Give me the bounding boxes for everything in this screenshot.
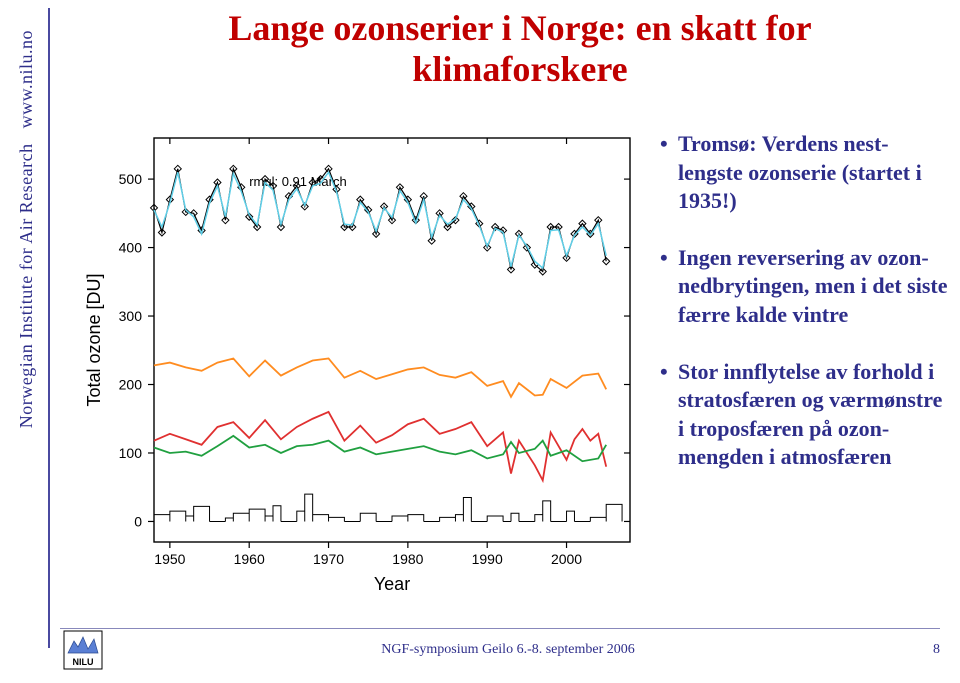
bullet-item: Ingen reversering av ozon-nedbrytingen, … — [660, 244, 950, 330]
svg-text:Year: Year — [374, 574, 410, 594]
chart-svg: 0 100 200 300 400 500 1950 1960 1970 1980 1990 2000… — [82, 118, 642, 598]
svg-text:500: 500 — [119, 171, 143, 187]
svg-text:2000: 2000 — [551, 551, 582, 567]
footer-page: 8 — [910, 642, 940, 658]
svg-text:1980: 1980 — [392, 551, 423, 567]
bullet-list: Tromsø: Verdens nest-lengste ozonserie (… — [660, 130, 950, 500]
svg-text:1990: 1990 — [472, 551, 503, 567]
svg-text:Total ozone [DU]: Total ozone [DU] — [84, 273, 104, 406]
sidebar-url: www.nilu.no — [16, 30, 36, 128]
bullet-item: Tromsø: Verdens nest-lengste ozonserie (… — [660, 130, 950, 216]
footer-text: NGF-symposium Geilo 6.-8. september 2006 — [106, 642, 910, 658]
title-line2: klimaforskere — [412, 49, 627, 89]
sidebar-org-url: Norwegian Institute for Air Research www… — [16, 30, 37, 428]
svg-text:NILU: NILU — [73, 657, 94, 667]
svg-text:0: 0 — [134, 513, 142, 529]
svg-text:300: 300 — [119, 308, 143, 324]
sidebar: Norwegian Institute for Air Research www… — [8, 0, 44, 683]
sidebar-org: Norwegian Institute for Air Research — [16, 143, 36, 428]
footer: NILU NGF-symposium Geilo 6.-8. september… — [60, 625, 940, 675]
svg-text:100: 100 — [119, 445, 143, 461]
sidebar-divider — [48, 8, 50, 648]
svg-text:1960: 1960 — [234, 551, 265, 567]
svg-text:400: 400 — [119, 240, 143, 256]
svg-text:200: 200 — [119, 377, 143, 393]
ozone-chart: 0 100 200 300 400 500 1950 1960 1970 1980 1990 2000… — [82, 118, 642, 598]
svg-text:1950: 1950 — [154, 551, 185, 567]
slide-title: Lange ozonserier i Norge: en skatt for k… — [140, 8, 900, 91]
nilu-logo: NILU — [60, 627, 106, 673]
title-line1: Lange ozonserier i Norge: en skatt for — [228, 8, 811, 48]
svg-text:1970: 1970 — [313, 551, 344, 567]
bullet-item: Stor innflytelse av forhold i stratosfær… — [660, 358, 950, 472]
